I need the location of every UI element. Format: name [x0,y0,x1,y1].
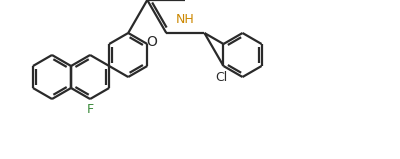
Text: NH: NH [176,13,195,26]
Text: O: O [146,35,157,49]
Text: F: F [86,103,94,116]
Text: Cl: Cl [215,71,228,84]
